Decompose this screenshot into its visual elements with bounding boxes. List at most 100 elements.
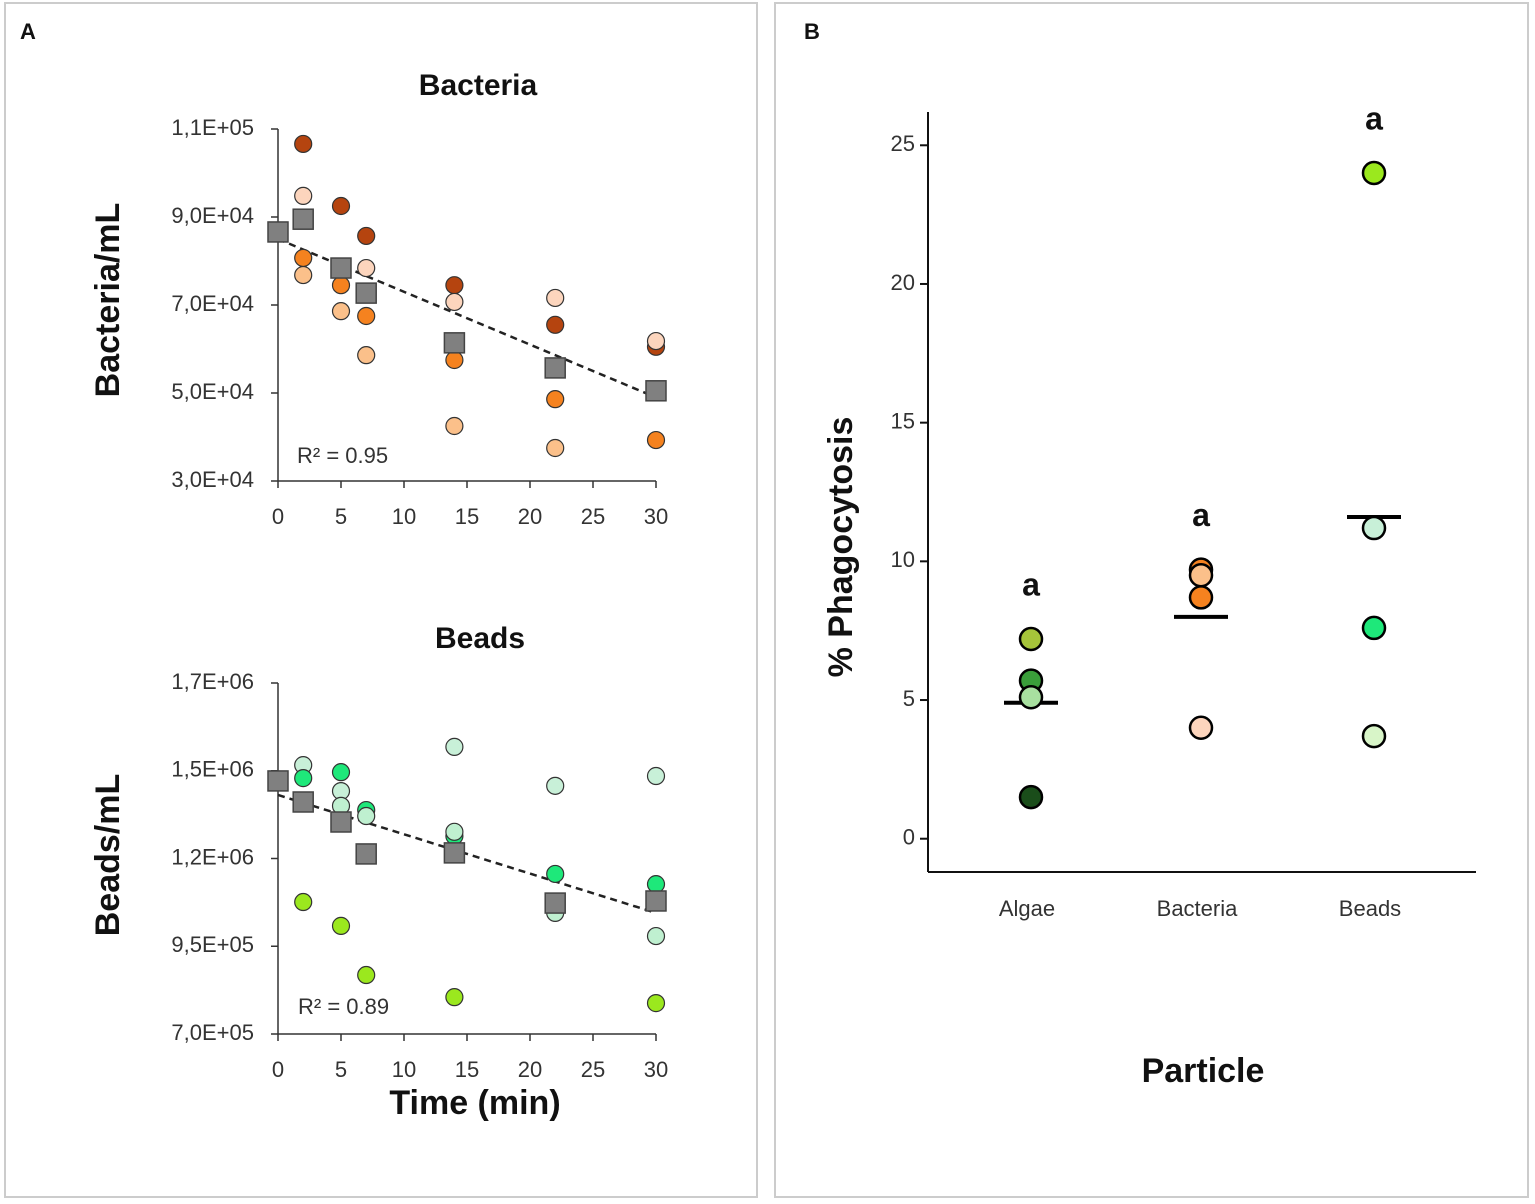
point <box>445 292 464 312</box>
annotation: R² = 0.95 <box>297 443 388 468</box>
point <box>357 226 376 246</box>
point <box>646 994 666 1013</box>
chart-title: Bacteria <box>419 69 538 102</box>
mean-square <box>267 221 289 243</box>
mean-square <box>330 811 352 833</box>
point <box>294 265 313 285</box>
point <box>357 306 376 326</box>
significance-letter: a <box>1022 566 1040 602</box>
y-tick-label: 1,2E+06 <box>171 844 254 869</box>
point <box>357 346 376 365</box>
point <box>331 196 351 216</box>
trend-line <box>277 237 657 399</box>
mean-square <box>544 892 566 914</box>
x-tick-label: 25 <box>581 1057 605 1082</box>
x-axis-label: Particle <box>1142 1052 1265 1090</box>
point <box>1018 626 1044 652</box>
point <box>646 926 666 946</box>
y-tick-label: 9,0E+04 <box>171 203 254 228</box>
point <box>646 875 666 894</box>
x-tick-label: 15 <box>455 1057 479 1082</box>
y-tick-label: 5 <box>903 686 915 711</box>
panel-label: B <box>804 19 820 44</box>
point <box>646 331 666 351</box>
point <box>331 916 351 935</box>
annotation: R² = 0.89 <box>298 994 389 1019</box>
point <box>1018 784 1044 810</box>
point <box>546 776 565 795</box>
y-tick-label: 0 <box>903 825 915 850</box>
y-axis-label: Beads/mL <box>89 774 127 937</box>
y-tick-label: 10 <box>891 547 915 572</box>
point <box>331 763 351 782</box>
point <box>546 315 565 334</box>
chart-title: Beads <box>435 622 525 655</box>
point <box>294 769 313 788</box>
y-tick-label: 20 <box>891 270 915 295</box>
mean-square <box>355 282 377 304</box>
point <box>331 276 351 295</box>
point <box>1361 615 1387 641</box>
point <box>546 438 565 458</box>
point <box>357 965 376 985</box>
point <box>445 276 464 295</box>
mean-square <box>267 770 289 792</box>
x-tick-label: 30 <box>644 1057 668 1082</box>
point <box>294 892 313 912</box>
y-tick-label: 1,5E+06 <box>171 757 254 782</box>
y-tick-label: 7,0E+04 <box>171 291 254 316</box>
y-tick-label: 25 <box>891 131 915 156</box>
y-tick-label: 9,5E+05 <box>171 932 254 957</box>
point <box>546 390 565 409</box>
point <box>294 186 313 205</box>
y-tick-label: 1,7E+06 <box>171 669 254 694</box>
x-tick-label: 5 <box>335 1057 347 1082</box>
panel-frame <box>774 2 1529 1198</box>
x-tick-label: 0 <box>272 504 284 529</box>
point <box>1188 715 1214 741</box>
mean-square <box>443 842 466 864</box>
point <box>445 416 464 436</box>
significance-letter: a <box>1192 497 1210 533</box>
mean-square <box>355 843 377 865</box>
point <box>357 806 376 826</box>
x-tick-label: 10 <box>392 504 416 529</box>
mean-square <box>645 890 667 912</box>
x-tick-label: 25 <box>581 504 605 529</box>
point <box>331 302 351 321</box>
panel-frame <box>4 2 758 1198</box>
point <box>1188 562 1214 588</box>
point <box>1361 160 1387 186</box>
mean-square <box>330 257 352 279</box>
y-axis-label: Bacteria/mL <box>89 203 127 398</box>
x-tick-label: Beads <box>1339 896 1401 921</box>
point <box>445 822 464 841</box>
y-tick-label: 7,0E+05 <box>171 1020 254 1045</box>
x-tick-label: 20 <box>518 504 542 529</box>
x-tick-label: 0 <box>272 1057 284 1082</box>
point <box>546 288 565 308</box>
x-tick-label: 20 <box>518 1057 542 1082</box>
point <box>546 864 565 884</box>
x-tick-label: 5 <box>335 504 347 529</box>
y-tick-label: 1,1E+05 <box>171 115 254 140</box>
x-tick-label: Algae <box>999 896 1055 921</box>
point <box>294 134 313 154</box>
x-tick-label: Bacteria <box>1157 896 1238 921</box>
x-tick-label: 30 <box>644 504 668 529</box>
mean-square <box>544 357 566 379</box>
mean-square <box>645 380 667 402</box>
significance-letter: a <box>1365 100 1383 136</box>
point <box>1018 685 1044 710</box>
point <box>646 766 666 786</box>
point <box>294 248 313 268</box>
y-tick-label: 3,0E+04 <box>171 467 254 492</box>
x-tick-label: 15 <box>455 504 479 529</box>
point <box>1361 723 1387 749</box>
y-tick-label: 15 <box>891 408 915 433</box>
x-axis-label: Time (min) <box>389 1084 560 1122</box>
point <box>445 737 464 756</box>
point <box>1188 585 1214 610</box>
point <box>646 430 666 450</box>
